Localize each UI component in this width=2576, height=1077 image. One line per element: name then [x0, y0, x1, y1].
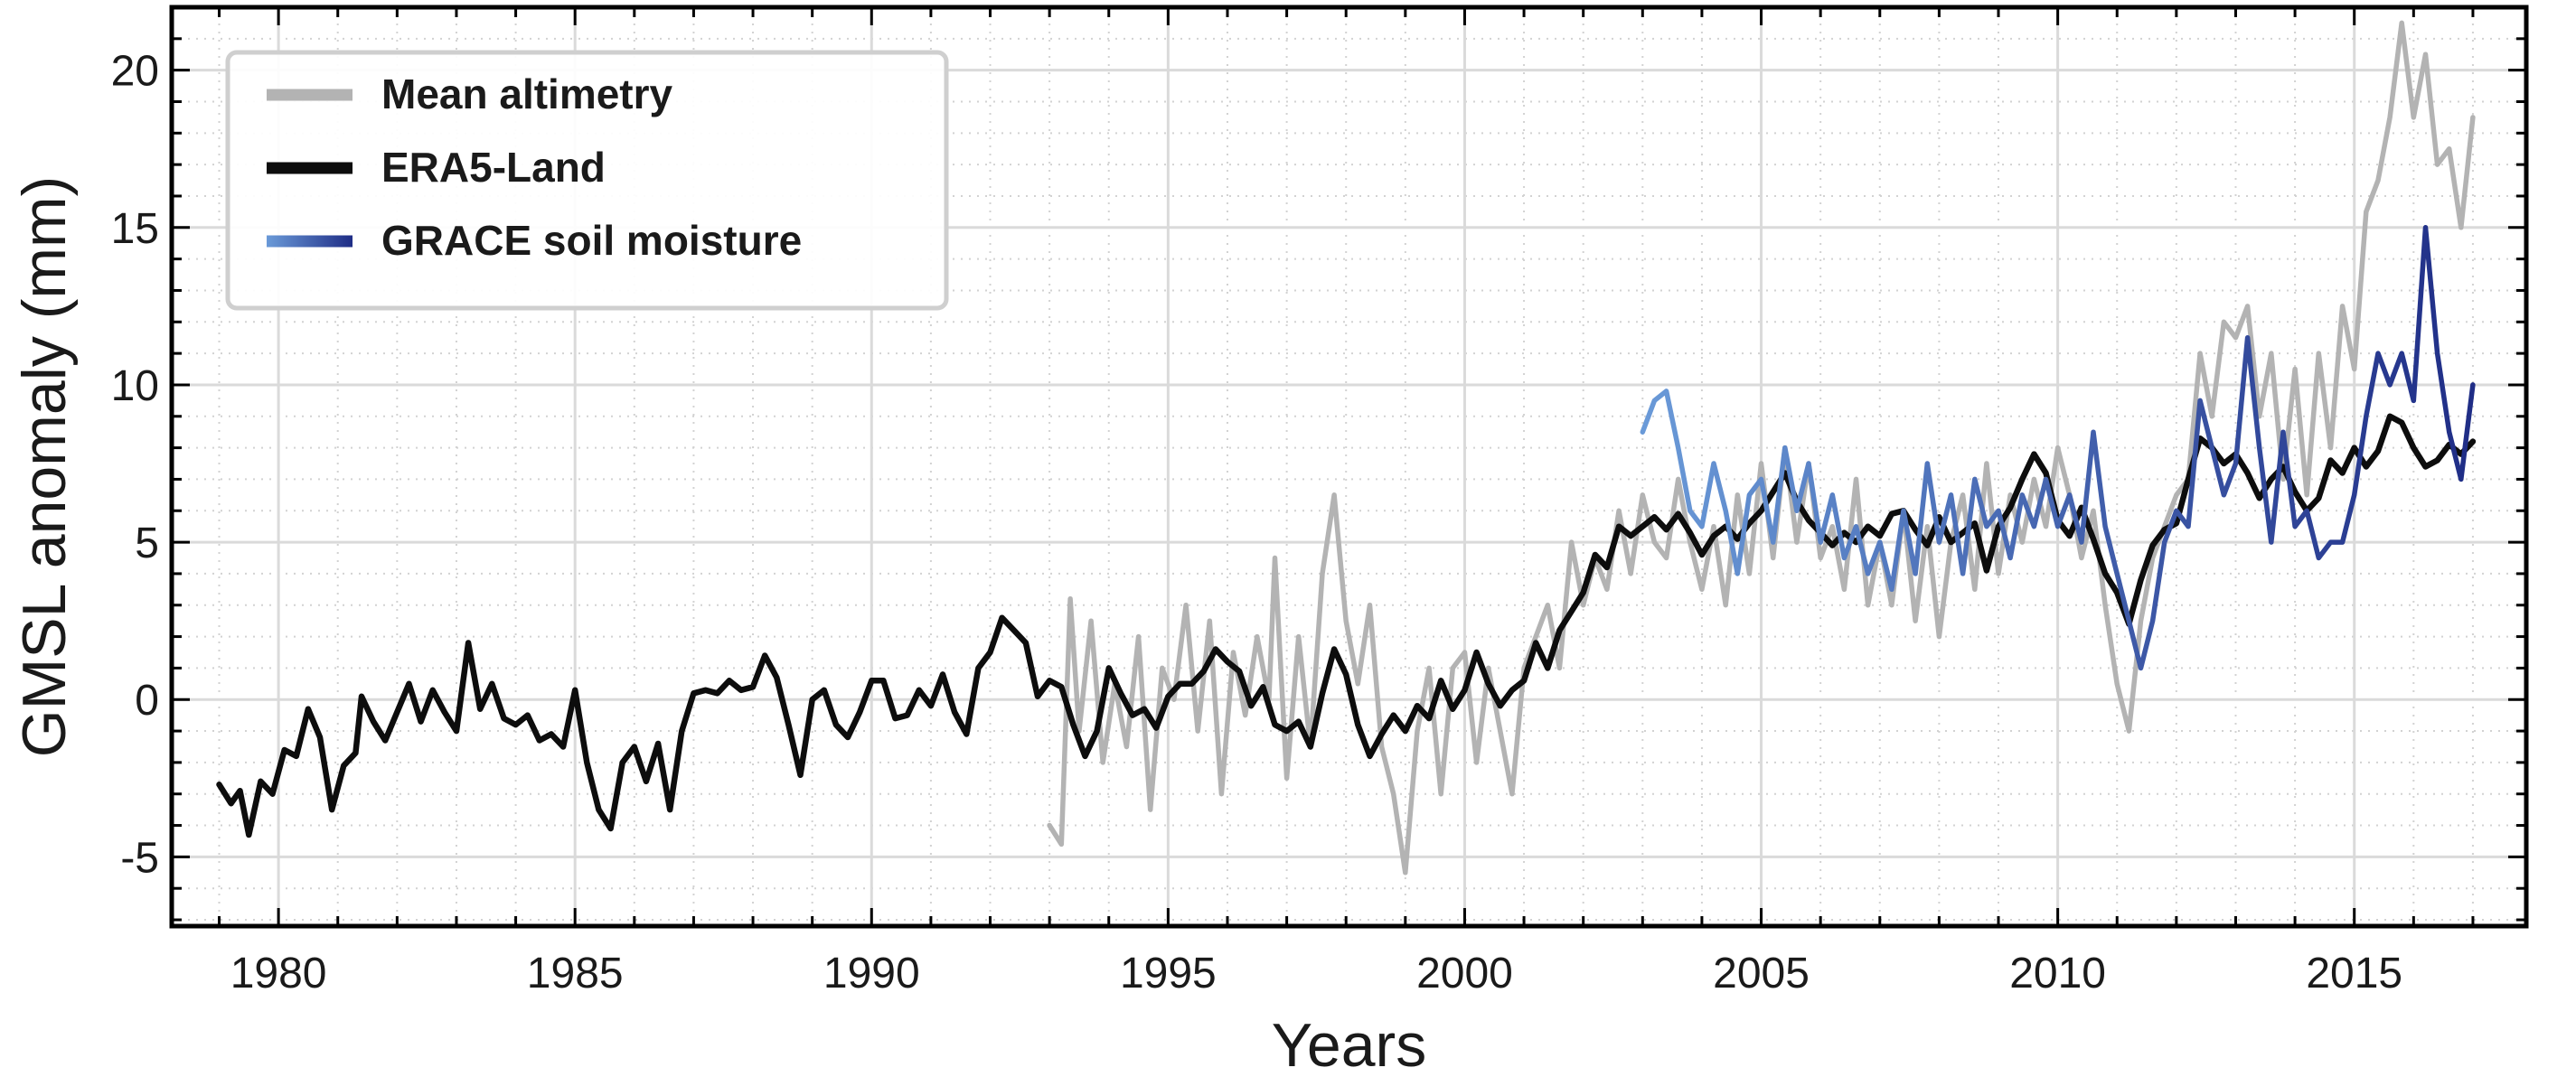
- x-axis-label: Years: [1272, 1011, 1426, 1077]
- x-tick-label: 2010: [2009, 950, 2106, 997]
- y-tick-label: 20: [111, 48, 159, 96]
- series-line-grace-soil-moisture: [1640, 225, 2476, 671]
- legend-label-grace-soil-moisture: GRACE soil moisture: [381, 217, 802, 264]
- y-tick-label: 0: [135, 677, 159, 725]
- x-tick-label: 1980: [230, 950, 327, 997]
- y-axis-label: GMSL anomaly (mm): [10, 176, 79, 758]
- axis-ticks: [172, 5, 2526, 926]
- axis-tick-labels: 1980 1985 1990 1995 2000 2005 2010 2015 -5 0 5 10 15…: [111, 48, 2402, 997]
- legend-item-era5-land: ERA5-Land: [267, 144, 606, 191]
- x-tick-label: 2015: [2306, 950, 2402, 997]
- y-tick-label: -5: [120, 834, 159, 882]
- data-series: [216, 20, 2477, 876]
- legend-label-era5-land: ERA5-Land: [381, 144, 606, 191]
- x-tick-label: 2005: [1713, 950, 1810, 997]
- x-tick-label: 1985: [527, 950, 624, 997]
- y-tick-label: 5: [135, 520, 159, 567]
- x-tick-label: 1995: [1120, 950, 1217, 997]
- legend-box: [225, 50, 949, 311]
- legend-item-mean-altimetry: Mean altimetry: [267, 70, 673, 117]
- x-tick-label: 2000: [1416, 950, 1513, 997]
- legend-label-mean-altimetry: Mean altimetry: [381, 70, 673, 117]
- legend-item-grace-soil-moisture: GRACE soil moisture: [267, 217, 802, 264]
- chart-legend: Mean altimetry ERA5-Land GRACE soil mois…: [225, 50, 949, 311]
- y-tick-label: 10: [111, 362, 159, 410]
- x-tick-label: 1990: [823, 950, 920, 997]
- plot-border: [169, 5, 2529, 929]
- plot-frame: [169, 5, 2529, 929]
- series-line-era5-land: [216, 413, 2477, 838]
- y-tick-label: 15: [111, 205, 159, 253]
